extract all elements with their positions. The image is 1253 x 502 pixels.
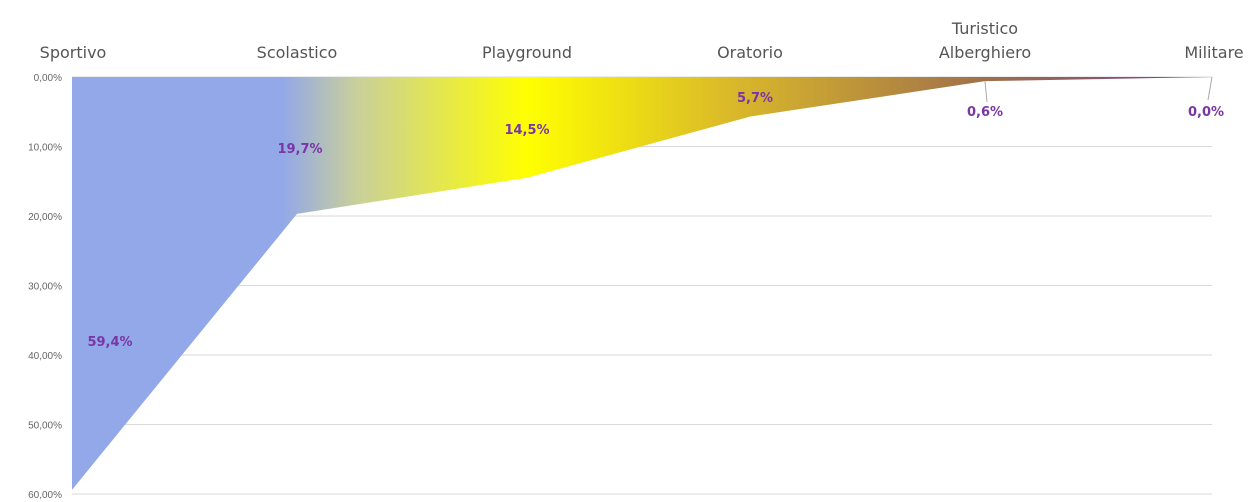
y-axis-ticks: 0,00% 10,00% 20,00% 30,00% 40,00% 50,00% 60,00… [28,73,62,501]
data-labels: 59,4% 19,7% 14,5% 5,7% 0,6% 0,0% [87,91,1224,350]
y-tick-label: 0,00% [34,73,62,84]
category-label: Playground [482,43,572,62]
leader-lines [984,76,1213,103]
data-label: 19,7% [277,142,322,157]
data-label: 5,7% [737,91,773,106]
data-label: 0,0% [1188,105,1224,120]
y-tick-label: 30,00% [28,282,62,293]
y-tick-label: 40,00% [28,351,62,362]
data-label: 14,5% [504,123,549,138]
data-label: 59,4% [87,335,132,350]
area-series [72,77,1212,490]
category-label: Militare [1184,43,1243,62]
category-label: Alberghiero [939,43,1031,62]
y-tick-label: 10,00% [28,143,62,154]
category-labels: Sportivo Scolastico Playground Oratorio Turi… [40,19,1244,62]
category-label: Turistico [951,19,1018,38]
leader-line [1207,76,1213,101]
data-label: 0,6% [967,105,1003,120]
y-tick-label: 20,00% [28,212,62,223]
y-tick-label: 50,00% [28,421,62,432]
y-tick-label: 60,00% [28,490,62,501]
category-label: Scolastico [257,43,338,62]
category-label: Sportivo [40,43,107,62]
leader-line [984,81,988,103]
category-label: Oratorio [717,43,783,62]
area-fill [72,77,1212,490]
